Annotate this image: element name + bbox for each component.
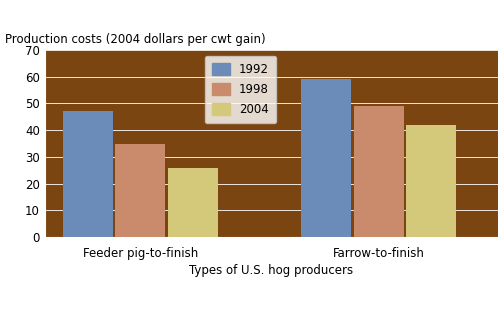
Bar: [354, 106, 404, 237]
Text: Production costs (2004 dollars per cwt gain): Production costs (2004 dollars per cwt g…: [5, 34, 265, 46]
Bar: [168, 167, 218, 237]
Text: Production costs declined faster for feeder pig-to-finish operations: Production costs declined faster for fee…: [5, 8, 498, 22]
X-axis label: Types of U.S. hog producers: Types of U.S. hog producers: [189, 264, 354, 277]
Text: Note: Production costs are the sum of feed, labor, capital, and other operating : Note: Production costs are the sum of fe…: [6, 243, 445, 307]
Bar: [63, 112, 113, 237]
Legend: 1992, 1998, 2004: 1992, 1998, 2004: [205, 56, 276, 123]
Bar: [116, 143, 165, 237]
Bar: [406, 125, 456, 237]
Bar: [301, 79, 351, 237]
